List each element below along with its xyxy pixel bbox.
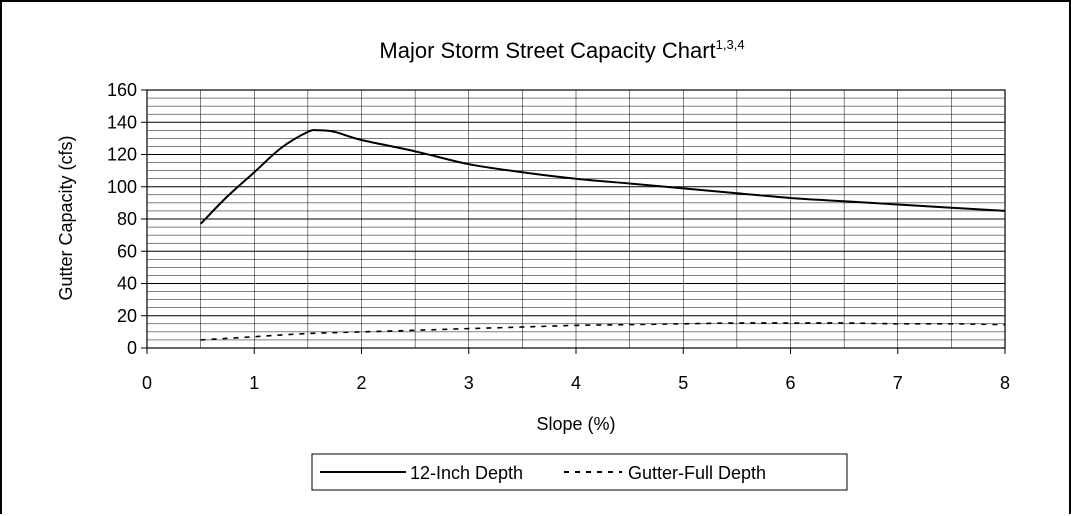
x-tick-label: 2: [356, 373, 366, 393]
x-tick-label: 8: [1000, 373, 1010, 393]
y-tick-label: 100: [107, 177, 137, 197]
series-lines: [199, 129, 1006, 341]
y-tick-label: 0: [127, 338, 137, 358]
x-tick-label: 1: [249, 373, 259, 393]
axes: 0 20 40 60 80 100 120 140 160 0 1 2 3 4 5 6 7 8: [107, 80, 1010, 393]
chart-title-superscript: 1,3,4: [716, 37, 745, 52]
chart-title: Major Storm Street Capacity Chart1,3,4: [379, 37, 744, 63]
y-tick-label: 40: [117, 274, 137, 294]
x-tick-label: 0: [142, 373, 152, 393]
y-tick-label: 160: [107, 80, 137, 100]
legend-label-gutter-full-depth: Gutter-Full Depth: [628, 463, 766, 483]
y-tick-label: 80: [117, 209, 137, 229]
x-tick-label: 7: [893, 373, 903, 393]
series-line-12-inch-depth: [199, 129, 1006, 225]
x-tick-label: 5: [678, 373, 688, 393]
legend: 12-Inch Depth Gutter-Full Depth: [311, 453, 848, 491]
x-tick-label: 3: [464, 373, 474, 393]
y-axis-label: Gutter Capacity (cfs): [56, 135, 76, 300]
x-tick-label: 4: [571, 373, 581, 393]
x-axis-label: Slope (%): [536, 414, 615, 434]
grid: [146, 89, 1006, 349]
y-tick-label: 120: [107, 145, 137, 165]
series-line-gutter-full-depth: [200, 322, 1006, 341]
y-tick-label: 60: [117, 241, 137, 261]
x-tick-label: 6: [785, 373, 795, 393]
chart-title-text: Major Storm Street Capacity Chart: [379, 38, 715, 63]
legend-label-12-inch-depth: 12-Inch Depth: [410, 463, 523, 483]
y-tick-label: 140: [107, 112, 137, 132]
y-tick-label: 20: [117, 306, 137, 326]
